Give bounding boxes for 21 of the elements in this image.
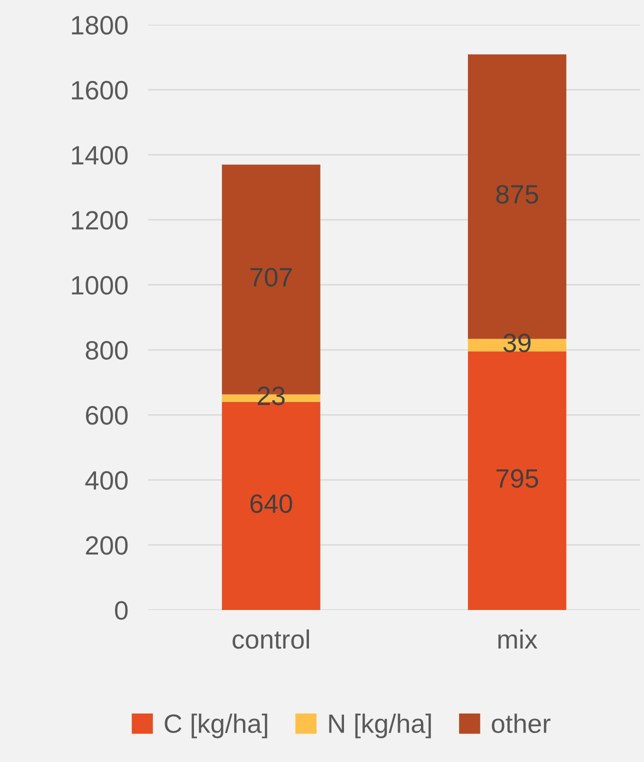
y-tick-label: 1600 bbox=[72, 80, 128, 100]
y-tick-label: 200 bbox=[86, 536, 128, 555]
y-tick-label: 1000 bbox=[72, 276, 128, 295]
data-label: 707 bbox=[250, 268, 292, 287]
y-tick-label: 1200 bbox=[72, 210, 128, 230]
y-tick-label: 800 bbox=[86, 341, 128, 360]
data-label: 39 bbox=[503, 334, 531, 352]
data-label: 875 bbox=[496, 184, 538, 204]
x-tick-label: mix bbox=[498, 629, 538, 649]
data-label: 795 bbox=[496, 469, 538, 488]
data-label: 640 bbox=[250, 494, 292, 514]
y-tick-label: 0 bbox=[115, 601, 128, 620]
bar bbox=[468, 352, 566, 610]
y-tick-label: 1800 bbox=[72, 16, 128, 35]
y-tick-label: 400 bbox=[85, 471, 128, 490]
y-tick-label: 600 bbox=[86, 406, 128, 425]
y-tick-label: 1400 bbox=[72, 146, 128, 165]
legend-label: C [kg/ha] bbox=[164, 714, 268, 738]
legend-label: N [kg/ha] bbox=[329, 714, 431, 738]
x-tick-label: control bbox=[232, 629, 309, 649]
legend-label: other bbox=[492, 714, 550, 734]
